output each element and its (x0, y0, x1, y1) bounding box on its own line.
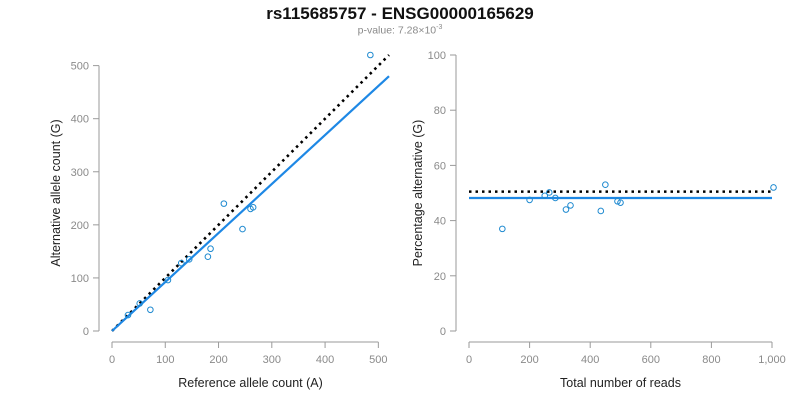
data-point (597, 207, 605, 215)
data-point (614, 197, 621, 205)
data-point (249, 204, 257, 211)
y-tick-label: 100 (428, 50, 446, 62)
data-point (220, 200, 228, 207)
p-value-subtitle: p-value: 7.28×10-3 (0, 24, 800, 37)
data-point (239, 225, 246, 233)
x-tick-label: 800 (702, 354, 720, 366)
y-tick-label: 200 (71, 220, 89, 232)
x-tick-label: 500 (369, 354, 387, 366)
data-point (136, 300, 143, 307)
x-axis: 0 200 400 600 800 1,000 (466, 341, 786, 366)
y-tick-label: 60 (434, 160, 446, 172)
x-axis-label: Reference allele count (A) (178, 376, 323, 390)
x-tick-label: 600 (642, 354, 660, 366)
x-tick-label: 300 (263, 354, 281, 366)
x-tick-label: 200 (520, 354, 538, 366)
y-tick-label: 20 (434, 271, 446, 283)
data-point (562, 206, 570, 213)
fit-line (111, 75, 390, 332)
data-point (499, 225, 506, 233)
p-value-exponent: -3 (436, 24, 443, 31)
data-point (770, 184, 777, 191)
y-axis: 0 20 40 60 80 100 (428, 50, 457, 338)
data-point (552, 194, 559, 202)
x-tick-label: 400 (581, 354, 599, 366)
x-tick-label: 0 (466, 354, 472, 366)
chart-title: rs115685757 - ENSG00000165629 (266, 4, 534, 23)
y-tick-label: 0 (83, 326, 89, 338)
data-point (367, 51, 374, 59)
data-point (526, 196, 533, 204)
p-value-text: p-value: 7.28×10 (357, 24, 437, 37)
x-tick-label: 200 (209, 354, 227, 366)
x-axis: 0 100 200 300 400 500 (109, 341, 388, 366)
data-point (147, 306, 154, 314)
y-tick-label: 500 (71, 61, 89, 73)
data-point (204, 253, 212, 260)
x-tick-label: 1,000 (758, 354, 786, 366)
x-tick-label: 400 (316, 354, 334, 366)
y-axis-label: Percentage alternative (G) (411, 120, 425, 267)
data-point (207, 245, 214, 253)
allele-count-chart: 0 100 200 300 400 500 Reference allele count (… (49, 51, 390, 390)
data-point (617, 199, 624, 206)
y-tick-label: 300 (71, 167, 89, 179)
data-point (185, 256, 193, 263)
y-axis-label: Alternative allele count (G) (49, 119, 63, 266)
data-point (177, 259, 185, 267)
y-tick-label: 80 (434, 105, 446, 117)
y-axis: 0 100 200 300 400 500 (71, 61, 100, 338)
data-point (164, 276, 172, 284)
x-axis-label: Total number of reads (560, 376, 681, 390)
data-point (124, 311, 132, 319)
data-point (541, 192, 549, 200)
data-point (602, 181, 609, 189)
data-point (545, 189, 553, 196)
y-tick-label: 40 (434, 216, 446, 228)
y-tick-label: 400 (71, 114, 89, 126)
y-tick-label: 0 (440, 326, 446, 338)
data-point (567, 202, 574, 209)
x-tick-label: 0 (109, 354, 115, 366)
x-tick-label: 100 (156, 354, 174, 366)
reference-line (111, 54, 390, 332)
y-tick-label: 100 (71, 273, 89, 285)
